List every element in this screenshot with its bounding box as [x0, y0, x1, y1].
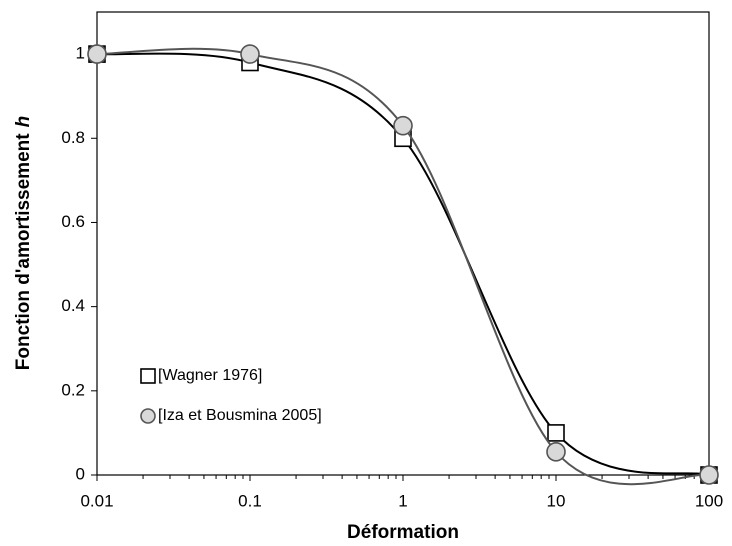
data-point [699, 465, 719, 485]
legend-label: [Iza et Bousmina 2005] [158, 407, 322, 424]
y-tick-label: 0.8 [61, 128, 85, 147]
x-tick-label: 0.01 [80, 491, 113, 510]
series-line [96, 52, 710, 476]
x-tick-label: 100 [695, 491, 723, 510]
legend-label: [Wagner 1976] [158, 367, 262, 384]
data-point [87, 44, 107, 64]
y-tick-label: 0.6 [61, 212, 85, 231]
series-line [96, 47, 710, 486]
y-tick-label: 0.4 [61, 296, 85, 315]
legend-marker [140, 408, 156, 424]
y-axis-title-symbol: h [13, 116, 34, 128]
y-tick-label: 0 [76, 464, 85, 483]
y-axis-title-text: Fonction d'amortissement [13, 133, 34, 370]
legend-marker [140, 368, 156, 384]
data-point [240, 44, 260, 64]
y-axis-title: Fonction d'amortissement h [13, 116, 34, 370]
data-point [547, 424, 565, 442]
x-tick-label: 10 [547, 491, 566, 510]
x-axis-title: Déformation [347, 522, 459, 543]
data-point [546, 442, 566, 462]
plot-frame [96, 11, 710, 476]
x-tick-label: 1 [398, 491, 407, 510]
x-tick-label: 0.1 [238, 491, 262, 510]
y-tick-label: 1 [76, 44, 85, 63]
data-point [393, 115, 413, 136]
y-tick-label: 0.2 [61, 380, 85, 399]
